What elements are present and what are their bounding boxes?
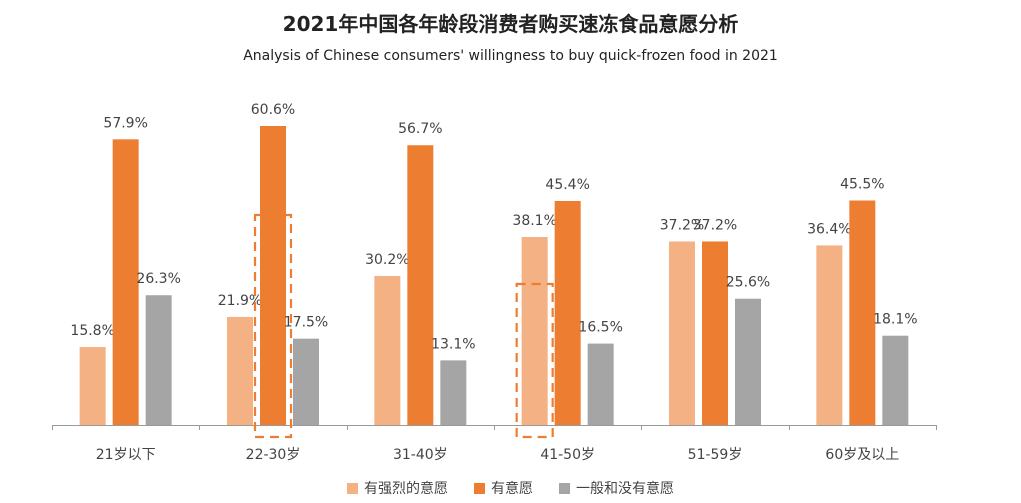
- legend-label-strong: 有强烈的意愿: [364, 481, 448, 497]
- data-label: 13.1%: [431, 336, 475, 352]
- legend-label-neutral: 一般和没有意愿: [576, 481, 674, 497]
- data-label: 26.3%: [136, 271, 180, 287]
- legend-swatch-willing: [474, 482, 485, 494]
- bar-strong: [227, 316, 253, 425]
- bar-neutral: [293, 338, 319, 425]
- category-label: 22-30岁: [246, 447, 301, 463]
- bar-strong: [79, 347, 106, 425]
- chart-title: 2021年中国各年龄段消费者购买速冻食品意愿分析: [282, 12, 739, 36]
- bar-strong: [374, 275, 401, 425]
- bar-neutral: [735, 298, 761, 425]
- bar-neutral: [587, 343, 614, 425]
- bar-strong: [816, 245, 843, 425]
- bar-strong: [521, 237, 548, 425]
- legend-item-willing: 有意愿: [474, 478, 533, 498]
- bar-willing: [554, 200, 581, 425]
- bar-willing: [112, 139, 139, 425]
- bar-strong: [669, 241, 695, 425]
- legend-label-willing: 有意愿: [491, 481, 533, 497]
- legend-swatch-strong: [347, 482, 358, 494]
- data-label: 56.7%: [398, 121, 442, 137]
- data-label: 15.8%: [70, 323, 114, 339]
- category-label: 31-40岁: [393, 447, 448, 463]
- bar-willing: [407, 145, 434, 426]
- data-label: 57.9%: [103, 115, 147, 131]
- data-label: 45.5%: [840, 177, 884, 193]
- data-label: 16.5%: [578, 320, 622, 336]
- bar-chart: 21岁以下 15.8% 57.9% 26.3% 22-30岁 21.9% 60.6% 17.5…: [52, 102, 937, 463]
- data-label: 25.6%: [726, 275, 770, 291]
- data-label: 37.2%: [660, 217, 704, 233]
- legend-swatch-neutral: [559, 482, 570, 494]
- data-label: 38.1%: [512, 213, 556, 229]
- data-label: 18.1%: [873, 312, 917, 328]
- data-label: 30.2%: [365, 252, 409, 268]
- data-label: 45.4%: [545, 177, 589, 193]
- category-label: 60岁及以上: [825, 447, 899, 463]
- data-label: 36.4%: [807, 221, 851, 237]
- highlight-box: [515, 282, 554, 439]
- chart-legend: 有强烈的意愿 有意愿 一般和没有意愿: [0, 478, 1021, 498]
- bar-willing: [260, 126, 286, 425]
- bar-neutral: [145, 295, 172, 425]
- category-label: 51-59岁: [688, 447, 743, 463]
- data-label: 37.2%: [693, 217, 737, 233]
- bar-neutral: [882, 335, 909, 425]
- bar-neutral: [440, 360, 467, 425]
- highlight-box: [253, 213, 293, 439]
- data-label: 21.9%: [218, 293, 262, 309]
- bar-willing: [702, 241, 728, 425]
- legend-item-neutral: 一般和没有意愿: [559, 478, 674, 498]
- bar-willing: [849, 200, 876, 425]
- category-label: 41-50岁: [540, 447, 595, 463]
- chart-subtitle: Analysis of Chinese consumers' willingne…: [243, 48, 778, 64]
- category-label: 21岁以下: [96, 447, 156, 463]
- data-label: 17.5%: [284, 315, 328, 331]
- data-label: 60.6%: [251, 102, 295, 118]
- legend-item-strong: 有强烈的意愿: [347, 478, 448, 498]
